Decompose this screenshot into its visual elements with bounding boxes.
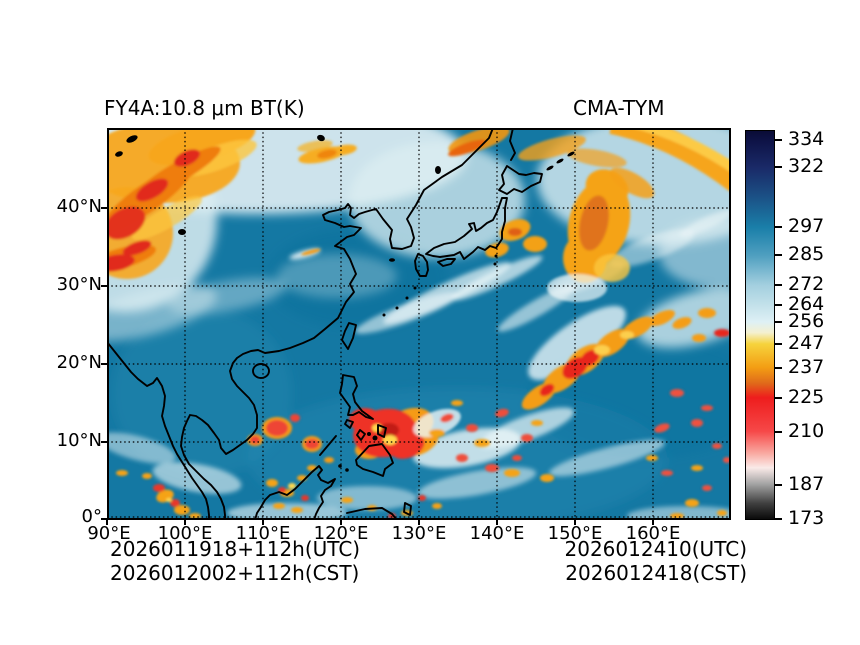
y-tickmark <box>101 363 107 365</box>
map-plot <box>33 98 787 528</box>
xtick-label-100e: 100°E <box>157 523 213 544</box>
xtick-label-90e: 90°E <box>87 523 131 544</box>
colorbar-tickmark <box>775 321 782 323</box>
title-right: CMA-TYM <box>573 96 665 120</box>
ytick-label-30n: 30°N <box>56 274 102 295</box>
colorbar-tickmark <box>775 518 782 520</box>
colorbar-tickmark <box>775 304 782 306</box>
colorbar-tickmark <box>775 343 782 345</box>
y-tickmark <box>101 207 107 209</box>
x-tickmark <box>496 520 498 525</box>
footer-right-line1: 2026012410(UTC) <box>564 537 748 561</box>
ytick-label-10n: 10°N <box>56 430 102 451</box>
x-tickmark <box>184 520 186 525</box>
colorbar-label-322: 322 <box>788 155 825 177</box>
colorbar-gradient <box>745 130 775 520</box>
colorbar-label-210: 210 <box>788 420 825 442</box>
colorbar-tickmark <box>775 139 782 141</box>
colorbar-label-334: 334 <box>788 128 825 150</box>
x-tickmark <box>652 520 654 525</box>
colorbar-label-173: 173 <box>788 507 825 529</box>
colorbar-tickmark <box>775 166 782 168</box>
gridlines <box>107 128 731 520</box>
colorbar-label-272: 272 <box>788 273 825 295</box>
colorbar-tickmark <box>775 431 782 433</box>
xtick-label-110e: 110°E <box>235 523 291 544</box>
xtick-label-160e: 160°E <box>625 523 681 544</box>
x-tickmark <box>262 520 264 525</box>
colorbar-tickmark <box>775 397 782 399</box>
colorbar-label-264: 264 <box>788 293 825 315</box>
xtick-label-130e: 130°E <box>391 523 447 544</box>
colorbar-label-285: 285 <box>788 243 825 265</box>
colorbar-label-297: 297 <box>788 215 825 237</box>
colorbar-label-225: 225 <box>788 386 825 408</box>
x-tickmark <box>106 520 108 525</box>
footer-left-line2: 2026012002+112h(CST) <box>110 561 360 585</box>
x-tickmark <box>340 520 342 525</box>
colorbar-label-256: 256 <box>788 310 825 332</box>
colorbar-label-187: 187 <box>788 473 825 495</box>
xtick-label-120e: 120°E <box>313 523 369 544</box>
colorbar-tickmark <box>775 484 782 486</box>
coastlines <box>106 127 543 521</box>
map-svg <box>33 98 787 528</box>
title-left: FY4A:10.8 μm BT(K) <box>104 96 305 120</box>
islands-and-lakes <box>115 134 575 472</box>
colorbar-label-247: 247 <box>788 332 825 354</box>
colorbar-tickmark <box>775 254 782 256</box>
footer-left-line1: 2026011918+112h(UTC) <box>110 537 361 561</box>
footer-right-line2: 2026012418(CST) <box>565 561 747 585</box>
ytick-label-0: 0° <box>81 506 102 527</box>
colorbar-tickmark <box>775 226 782 228</box>
map-border <box>107 128 731 520</box>
ytick-label-40n: 40°N <box>56 196 102 217</box>
colorbar-tickmark <box>775 284 782 286</box>
colorbar-tickmark <box>775 367 782 369</box>
colorbar-label-237: 237 <box>788 356 825 378</box>
xtick-label-150e: 150°E <box>547 523 603 544</box>
y-tickmark <box>101 441 107 443</box>
xtick-label-140e: 140°E <box>469 523 525 544</box>
x-tickmark <box>574 520 576 525</box>
ytick-label-20n: 20°N <box>56 352 102 373</box>
x-tickmark <box>418 520 420 525</box>
y-tickmark <box>101 518 107 520</box>
y-tickmark <box>101 285 107 287</box>
